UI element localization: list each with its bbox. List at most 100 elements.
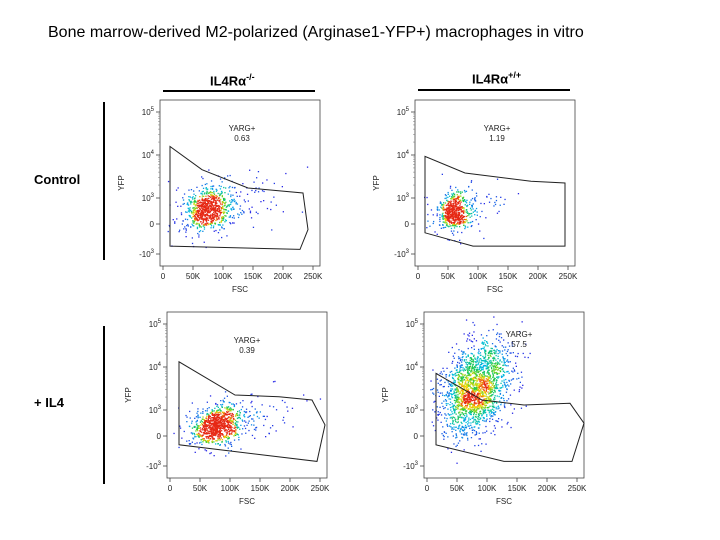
event-point bbox=[459, 430, 461, 432]
event-point bbox=[496, 395, 498, 397]
event-point bbox=[479, 370, 481, 372]
event-point bbox=[465, 421, 467, 424]
event-point bbox=[489, 354, 491, 356]
event-point bbox=[255, 189, 257, 192]
event-point bbox=[272, 381, 275, 383]
event-point bbox=[215, 212, 218, 215]
event-point bbox=[445, 420, 447, 422]
row-label-control: Control bbox=[34, 172, 81, 187]
event-point bbox=[235, 424, 237, 426]
event-point bbox=[192, 207, 194, 209]
event-point bbox=[443, 370, 445, 372]
event-point bbox=[479, 410, 481, 413]
event-point bbox=[490, 381, 492, 384]
event-point bbox=[496, 323, 498, 326]
event-point bbox=[505, 365, 507, 367]
event-point bbox=[451, 218, 453, 220]
event-point bbox=[466, 368, 468, 370]
event-point bbox=[209, 415, 211, 418]
event-point bbox=[454, 204, 456, 207]
event-point bbox=[266, 207, 269, 210]
event-point bbox=[475, 431, 477, 433]
event-point bbox=[460, 206, 462, 208]
event-point bbox=[208, 437, 210, 439]
event-point bbox=[211, 204, 213, 206]
event-point bbox=[201, 435, 203, 438]
event-point bbox=[467, 374, 469, 376]
event-point bbox=[469, 374, 471, 376]
event-point bbox=[441, 373, 443, 375]
event-point bbox=[434, 400, 436, 402]
event-point bbox=[495, 363, 497, 365]
event-point bbox=[218, 185, 220, 187]
event-point bbox=[452, 217, 455, 219]
event-point bbox=[228, 426, 230, 428]
event-point bbox=[220, 437, 222, 439]
event-point bbox=[466, 211, 468, 214]
event-point bbox=[228, 204, 230, 206]
event-point bbox=[463, 352, 465, 354]
event-point bbox=[219, 439, 222, 441]
event-point bbox=[190, 201, 192, 203]
event-point bbox=[242, 420, 244, 422]
event-point bbox=[458, 375, 460, 377]
event-point bbox=[452, 206, 455, 209]
density-points bbox=[173, 380, 322, 457]
event-point bbox=[492, 394, 494, 396]
event-point bbox=[458, 214, 461, 217]
event-point bbox=[193, 426, 196, 428]
event-point bbox=[212, 427, 214, 429]
event-point bbox=[483, 386, 485, 389]
event-point bbox=[226, 395, 228, 397]
event-point bbox=[455, 400, 457, 402]
event-point bbox=[460, 195, 462, 197]
event-point bbox=[253, 181, 255, 183]
event-point bbox=[488, 201, 491, 203]
event-point bbox=[491, 370, 493, 373]
event-point bbox=[210, 221, 212, 223]
event-point bbox=[472, 378, 475, 380]
event-point bbox=[201, 207, 203, 210]
y-tick-label: 0 bbox=[157, 432, 162, 441]
event-point bbox=[206, 429, 208, 431]
event-point bbox=[449, 213, 452, 216]
event-point bbox=[463, 418, 465, 421]
event-point bbox=[210, 225, 213, 227]
event-point bbox=[215, 427, 218, 429]
event-point bbox=[250, 424, 253, 426]
event-point bbox=[486, 396, 488, 398]
event-point bbox=[206, 214, 208, 216]
event-point bbox=[208, 191, 210, 194]
event-point bbox=[471, 353, 473, 355]
event-point bbox=[452, 385, 454, 387]
event-point bbox=[453, 230, 455, 232]
event-point bbox=[213, 420, 215, 422]
event-point bbox=[492, 403, 494, 405]
event-point bbox=[456, 390, 458, 393]
event-point bbox=[211, 423, 214, 425]
event-point bbox=[194, 215, 196, 217]
event-point bbox=[226, 205, 228, 207]
event-point bbox=[479, 216, 481, 218]
event-point bbox=[222, 412, 225, 415]
event-point bbox=[460, 404, 462, 406]
event-point bbox=[461, 356, 463, 359]
event-point bbox=[466, 400, 468, 402]
event-point bbox=[461, 402, 463, 404]
event-point bbox=[462, 216, 464, 218]
event-point bbox=[463, 189, 466, 192]
event-point bbox=[227, 437, 229, 439]
event-point bbox=[273, 196, 275, 198]
event-point bbox=[448, 217, 450, 220]
event-point bbox=[210, 435, 212, 438]
event-point bbox=[483, 383, 485, 385]
event-point bbox=[283, 416, 285, 419]
event-point bbox=[292, 426, 294, 428]
event-point bbox=[505, 391, 508, 393]
event-point bbox=[447, 385, 450, 388]
event-point bbox=[446, 212, 448, 214]
event-point bbox=[221, 418, 223, 421]
event-point bbox=[217, 215, 219, 217]
event-point bbox=[459, 216, 461, 218]
event-point bbox=[216, 405, 218, 407]
